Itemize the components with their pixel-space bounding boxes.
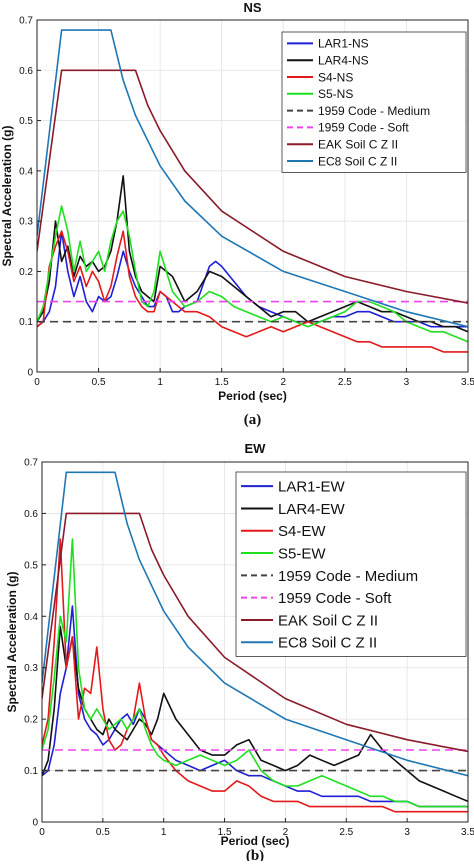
legend-item: EAK Soil C Z II: [241, 612, 378, 629]
legend-box: [235, 471, 467, 657]
legend-item: LAR1-NS: [287, 37, 369, 51]
legend-label: 1959 Code - Medium: [278, 568, 418, 585]
y-tick-label: 0.3: [24, 663, 38, 674]
legend-label: 1959 Code - Soft: [318, 121, 409, 135]
legend-item: 1959 Code - Soft: [241, 590, 392, 607]
y-tick-label: 0.7: [19, 16, 33, 27]
axes-frame: [36, 19, 469, 373]
y-axis-label: Spectral Acceleration (g): [0, 126, 14, 267]
legend-box: [281, 31, 467, 173]
y-tick-label: 0.6: [19, 66, 33, 77]
y-tick-label: 0.2: [24, 715, 38, 726]
series-group: [42, 471, 468, 813]
x-tick-label: 3.5: [461, 377, 474, 388]
series-line-eak-soil-c-z-ii: [42, 512, 468, 753]
y-tick-label: 0.2: [19, 267, 33, 278]
x-tick-label: 0.5: [96, 827, 110, 838]
chart-panel-2: 0 0.5 1 1.5 2 2.5 3 3.5 0 0.1 0.2 0.3 0.4 0.5 0.6 0.7 EW…: [5, 441, 474, 864]
y-tick-label: 0.1: [24, 766, 38, 777]
legend-item: S4-NS: [287, 70, 353, 84]
x-tick-label: 1: [161, 827, 167, 838]
legend-label: S4-NS: [318, 70, 353, 84]
x-tick-label: 2.5: [339, 827, 353, 838]
legend-item: EC8 Soil C Z II: [287, 154, 397, 168]
legend-label: 1959 Code - Soft: [278, 590, 392, 607]
legend-label: S5-NS: [318, 87, 353, 101]
x-tick-label: 1: [157, 377, 163, 388]
chart-title: EW: [245, 441, 267, 456]
y-tick-label: 0: [32, 818, 38, 829]
legend-label: LAR1-NS: [318, 37, 369, 51]
legend-label: EAK Soil C Z II: [318, 138, 398, 152]
x-tick-label: 3.5: [461, 827, 474, 838]
series-line-s5-ew: [42, 538, 468, 808]
x-tick-label: 1.5: [218, 827, 232, 838]
axes-frame: [41, 461, 469, 823]
series-line-s4-ew: [42, 538, 468, 813]
series-line-s5-ns: [37, 205, 468, 343]
series-line-ec8-soil-c-z-ii: [42, 471, 468, 777]
x-tick-label: 0.5: [92, 377, 106, 388]
figure-caption: (a): [244, 412, 262, 428]
legend-item: 1959 Code - Soft: [287, 121, 409, 135]
x-tick-label: 3: [404, 377, 410, 388]
legend-item: S5-EW: [241, 545, 326, 562]
legend-label: S5-EW: [278, 545, 326, 562]
legend-label: EAK Soil C Z II: [278, 612, 378, 629]
legend-item: EC8 Soil C Z II: [241, 635, 377, 652]
legend-item: S4-EW: [241, 523, 326, 540]
x-axis-label: Period (sec): [221, 834, 290, 848]
x-tick-label: 2: [281, 377, 287, 388]
figure-caption: (b): [246, 848, 264, 861]
series-group: [37, 29, 468, 353]
series-line-ec8-soil-c-z-ii: [37, 29, 468, 328]
legend-item: LAR4-EW: [241, 501, 346, 518]
legend-label: S4-EW: [278, 523, 326, 540]
legend-label: LAR4-EW: [278, 501, 346, 518]
chart-title: NS: [243, 0, 261, 15]
legend-label: EC8 Soil C Z II: [318, 154, 397, 168]
y-tick-label: 0.5: [19, 116, 33, 127]
y-tick-label: 0.6: [24, 509, 38, 520]
x-tick-label: 1.5: [215, 377, 229, 388]
y-axis-label: Spectral Acceleration (g): [5, 572, 19, 713]
chart-panel-1: 0 0.5 1 1.5 2 2.5 3 3.5 0 0.1 0.2 0.3 0.4 0.5 0.6 0.7 NS…: [0, 0, 474, 428]
y-tick-label: 0: [27, 368, 33, 379]
x-axis-label: Period (sec): [218, 389, 287, 403]
legend-label: LAR1-EW: [278, 479, 346, 496]
legend-item: LAR4-NS: [287, 54, 369, 68]
y-tick-label: 0.4: [19, 166, 33, 177]
legend-item: LAR1-EW: [241, 479, 346, 496]
legend-item: S5-NS: [287, 87, 353, 101]
y-tick-label: 0.4: [24, 612, 38, 623]
legend-item: 1959 Code - Medium: [287, 104, 430, 118]
x-tick-label: 2.5: [338, 377, 352, 388]
series-line-s4-ns: [37, 230, 468, 353]
series-line-lar4-ns: [37, 175, 468, 333]
y-tick-label: 0.5: [24, 560, 38, 571]
x-tick-label: 2: [283, 827, 289, 838]
series-line-eak-soil-c-z-ii: [37, 69, 468, 304]
legend-label: 1959 Code - Medium: [318, 104, 430, 118]
series-line-lar1-ew: [42, 605, 468, 808]
x-tick-label: 0: [39, 827, 45, 838]
y-tick-label: 0.3: [19, 217, 33, 228]
legend: LAR1-EW LAR4-EW S4-EW S5-EW 1959 Code - Medi…: [235, 471, 467, 657]
legend-item: EAK Soil C Z II: [287, 138, 398, 152]
x-tick-label: 0: [34, 377, 40, 388]
y-tick-label: 0.1: [19, 317, 33, 328]
legend-item: 1959 Code - Medium: [241, 568, 418, 585]
legend-label: EC8 Soil C Z II: [278, 635, 377, 652]
x-tick-label: 3: [404, 827, 410, 838]
legend: LAR1-NS LAR4-NS S4-NS S5-NS 1959 Code - Medi…: [281, 31, 467, 173]
legend-label: LAR4-NS: [318, 54, 369, 68]
y-tick-label: 0.7: [24, 458, 38, 469]
